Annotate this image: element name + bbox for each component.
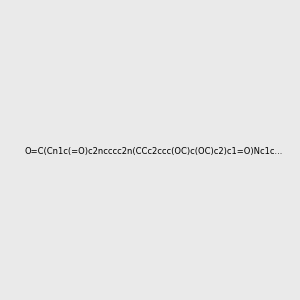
Text: O=C(Cn1c(=O)c2ncccc2n(CCc2ccc(OC)c(OC)c2)c1=O)Nc1c...: O=C(Cn1c(=O)c2ncccc2n(CCc2ccc(OC)c(OC)c2…: [25, 147, 283, 156]
